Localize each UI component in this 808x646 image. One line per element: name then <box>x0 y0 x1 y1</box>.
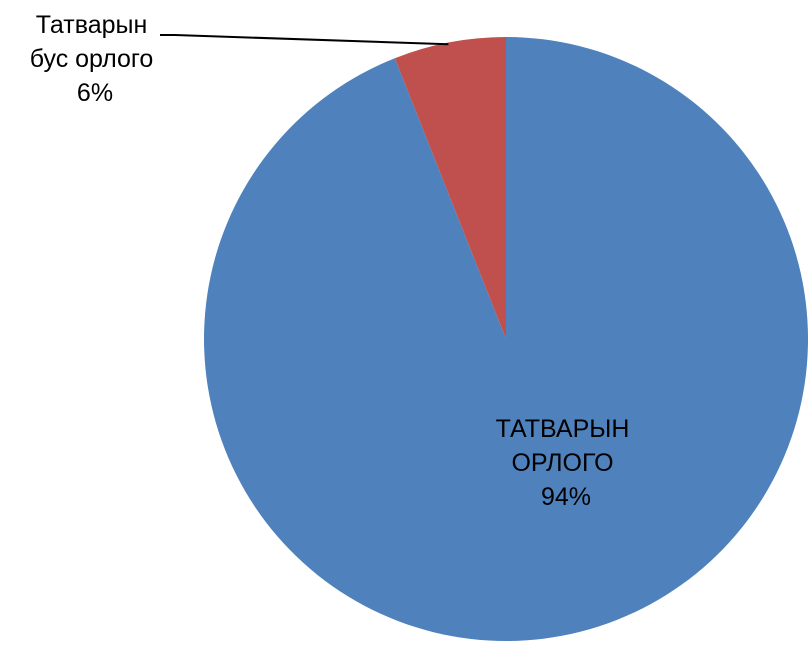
pie-slice-tax-revenue <box>204 37 808 641</box>
slice-label-tax-revenue: ТАТВАРЫН ОРЛОГО 94% <box>496 415 637 511</box>
slice-label-line: ОРЛОГО <box>511 449 613 477</box>
slice-label-line: бус орлого <box>30 45 154 73</box>
slice-value-label: 94% <box>541 483 591 511</box>
leader-line-segment <box>174 34 449 46</box>
slice-label-line: Татварын <box>36 11 148 39</box>
pie-slices <box>204 37 808 641</box>
pie-slice-non-tax-revenue <box>394 37 506 339</box>
slice-label-line: ТАТВАРЫН <box>496 415 630 443</box>
slice-value-label: 6% <box>77 79 113 107</box>
slice-label-non-tax-revenue: Татварын бус орлого 6% <box>30 11 161 107</box>
